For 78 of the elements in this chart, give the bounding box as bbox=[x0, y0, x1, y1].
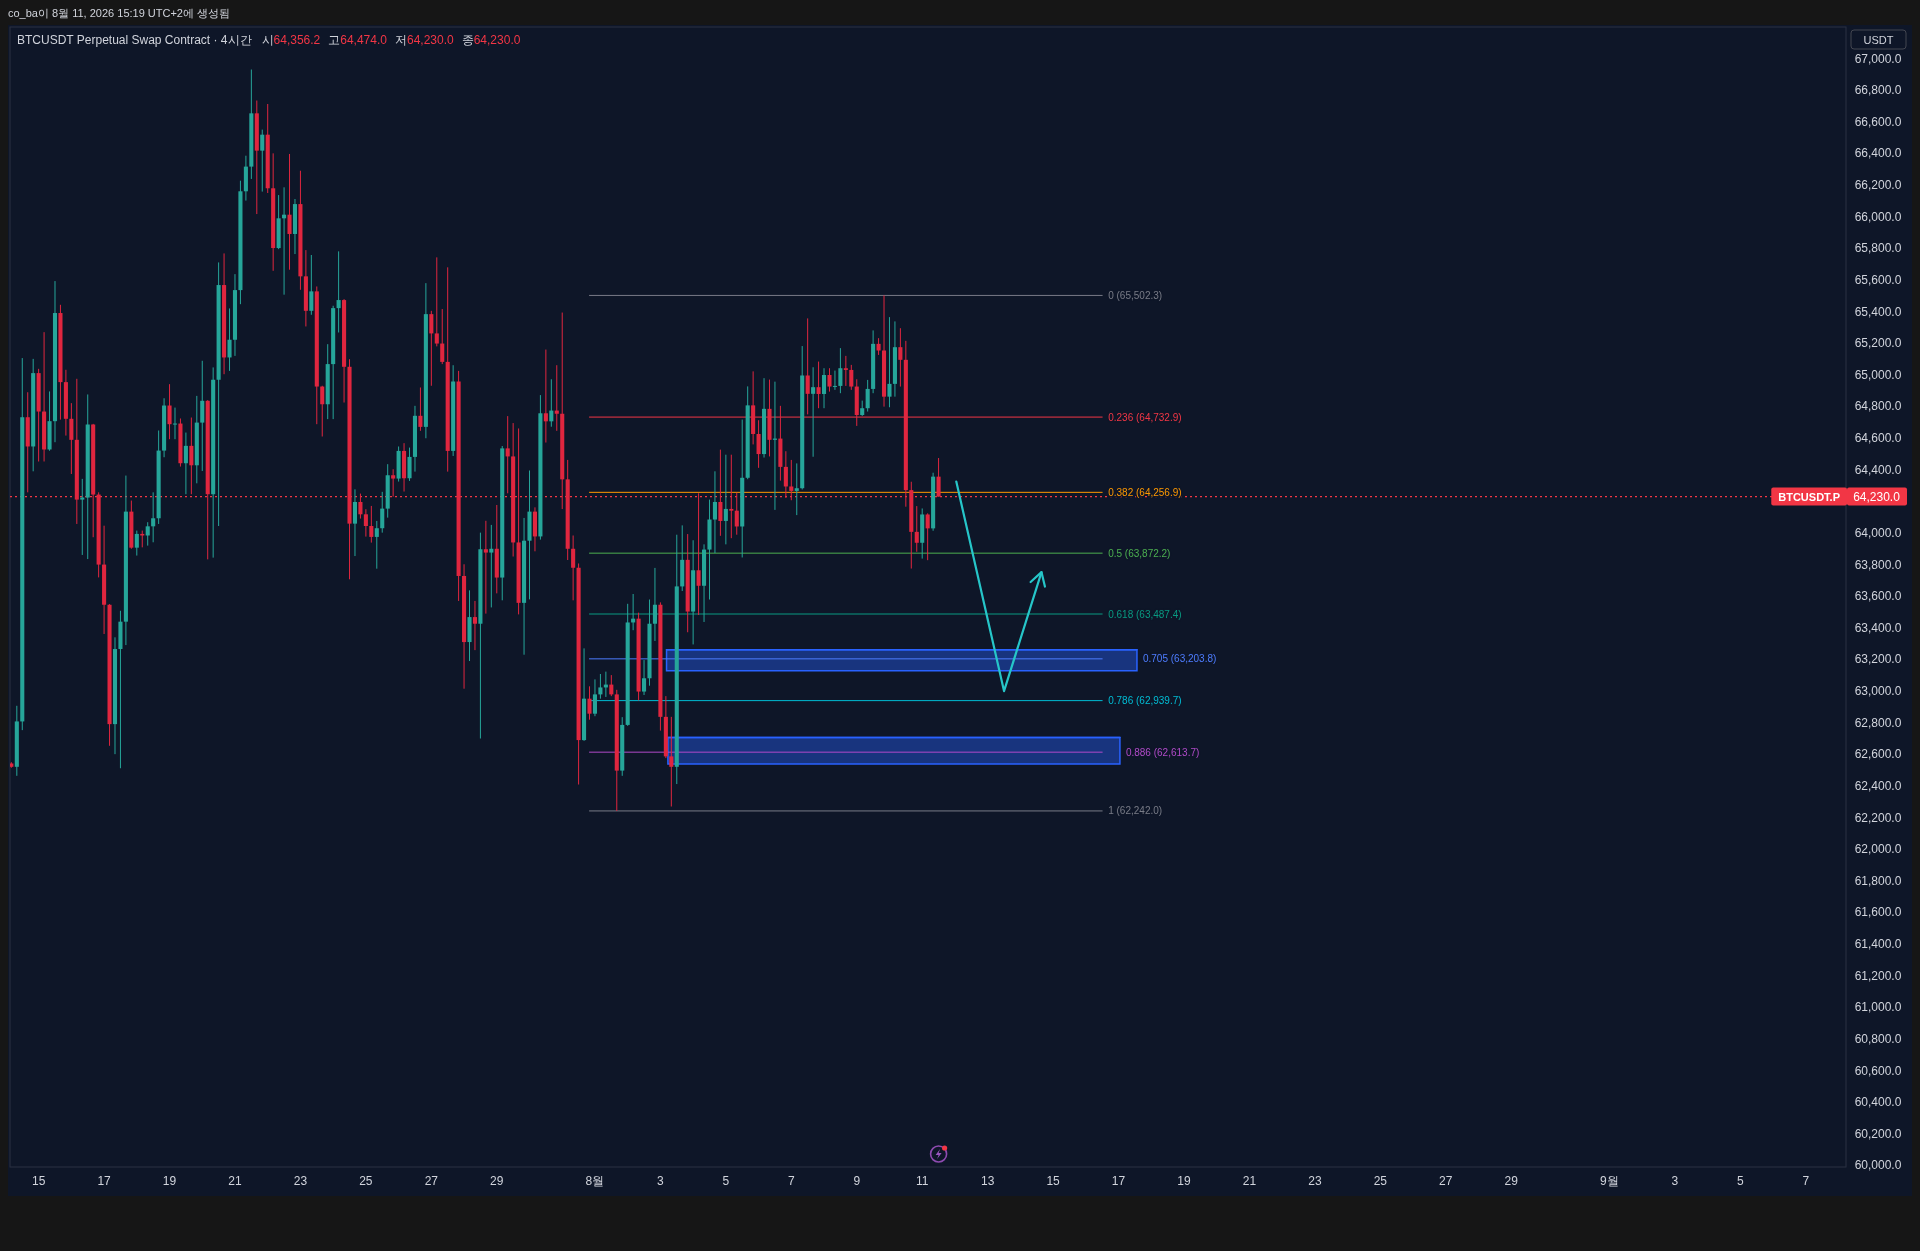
y-tick: 63,200.0 bbox=[1854, 652, 1902, 667]
y-tick: 62,800.0 bbox=[1854, 715, 1902, 730]
y-axis-title: USDT bbox=[1863, 33, 1894, 46]
y-tick: 61,600.0 bbox=[1854, 905, 1902, 920]
x-tick: 9 bbox=[853, 1174, 861, 1188]
x-tick: 5 bbox=[722, 1174, 730, 1188]
ref-line-label: BTCUSDT.P bbox=[1778, 490, 1840, 503]
y-tick: 65,600.0 bbox=[1854, 273, 1902, 287]
x-tick: 25 bbox=[359, 1174, 373, 1188]
x-tick: 27 bbox=[424, 1174, 438, 1188]
x-tick: 23 bbox=[1308, 1174, 1322, 1188]
y-tick: 65,000.0 bbox=[1854, 367, 1902, 382]
y-tick: 62,600.0 bbox=[1854, 747, 1902, 762]
x-tick: 21 bbox=[1242, 1174, 1257, 1188]
y-tick: 64,000.0 bbox=[1854, 525, 1902, 540]
y-tick: 61,800.0 bbox=[1854, 873, 1902, 888]
y-tick: 62,200.0 bbox=[1854, 810, 1902, 825]
line-label: 0.618 (63,487.4) bbox=[1108, 608, 1182, 620]
x-tick: 21 bbox=[228, 1174, 242, 1188]
y-tick: 61,400.0 bbox=[1854, 937, 1902, 952]
y-tick: 65,800.0 bbox=[1854, 241, 1902, 256]
x-tick: 29 bbox=[1504, 1174, 1518, 1188]
y-tick-label: 64,230.0 bbox=[1853, 489, 1901, 504]
line-label: 0.5 (63,872.2) bbox=[1108, 547, 1171, 559]
x-tick: 13 bbox=[980, 1174, 995, 1188]
y-tick: 66,800.0 bbox=[1854, 83, 1902, 98]
x-tick: 7 bbox=[1802, 1174, 1810, 1188]
line-label: 0.705 (63,203.8) bbox=[1142, 653, 1217, 665]
x-tick: 17 bbox=[1111, 1174, 1126, 1188]
x-tick: 3 bbox=[657, 1174, 664, 1188]
y-tick: 66,200.0 bbox=[1854, 178, 1902, 193]
y-tick: 60,400.0 bbox=[1854, 1095, 1902, 1110]
y-tick: 66,600.0 bbox=[1854, 114, 1902, 129]
x-tick: 15 bbox=[1046, 1174, 1060, 1188]
line-label: 1 (62,242.0) bbox=[1108, 805, 1163, 817]
y-tick: 63,600.0 bbox=[1854, 589, 1902, 604]
x-tick: 8월 bbox=[585, 1174, 605, 1188]
y-tick: 66,400.0 bbox=[1854, 146, 1902, 161]
y-tick: 64,800.0 bbox=[1854, 399, 1902, 414]
line-label: 0 (65,502.3) bbox=[1108, 289, 1163, 301]
x-tick: 15 bbox=[31, 1174, 46, 1188]
y-tick: 61,200.0 bbox=[1854, 968, 1902, 983]
x-tick: 19 bbox=[1177, 1174, 1191, 1188]
y-tick: 63,800.0 bbox=[1854, 557, 1902, 572]
y-tick: 60,000.0 bbox=[1854, 1158, 1902, 1173]
y-tick: 60,200.0 bbox=[1854, 1126, 1902, 1141]
x-tick: 5 bbox=[1737, 1174, 1744, 1188]
x-tick: 9월 bbox=[1600, 1174, 1619, 1188]
y-tick: 60,800.0 bbox=[1854, 1031, 1902, 1046]
subtitle: 시64,356.2 고64,474.0 저64,230.0 종64,230.0 bbox=[261, 33, 521, 47]
x-tick: 29 bbox=[490, 1174, 504, 1188]
y-tick: 62,000.0 bbox=[1854, 842, 1902, 857]
x-tick: 7 bbox=[787, 1174, 795, 1188]
y-tick: 63,400.0 bbox=[1854, 620, 1902, 635]
annotation: co_ba이 8월 11, 2026 15:19 UTC+2에 생성됨 bbox=[8, 7, 231, 19]
x-tick: 25 bbox=[1373, 1174, 1388, 1188]
line-label: 0.886 (62,613.7) bbox=[1125, 746, 1200, 758]
x-tick: 19 bbox=[162, 1174, 177, 1188]
y-tick: 62,400.0 bbox=[1854, 778, 1902, 793]
y-tick: 65,400.0 bbox=[1854, 304, 1902, 319]
line-label: 0.786 (62,939.7) bbox=[1108, 695, 1182, 707]
title: BTCUSDT Perpetual Swap Contract · 4시간 bbox=[17, 33, 252, 47]
y-tick: 64,400.0 bbox=[1854, 462, 1902, 477]
x-tick: 17 bbox=[97, 1174, 111, 1188]
y-tick: 67,000.0 bbox=[1854, 51, 1902, 66]
x-tick: 27 bbox=[1439, 1174, 1453, 1188]
y-tick: 64,600.0 bbox=[1854, 431, 1902, 446]
y-tick: 60,600.0 bbox=[1854, 1063, 1902, 1078]
y-tick: 66,000.0 bbox=[1854, 209, 1902, 224]
y-tick: 65,200.0 bbox=[1854, 336, 1902, 351]
x-tick: 11 bbox=[915, 1174, 929, 1188]
line-label: 0.236 (64,732.9) bbox=[1108, 411, 1182, 423]
x-tick: 3 bbox=[1671, 1174, 1679, 1188]
x-tick: 23 bbox=[293, 1174, 308, 1188]
y-tick: 63,000.0 bbox=[1854, 684, 1902, 699]
y-tick: 61,000.0 bbox=[1854, 1000, 1902, 1015]
ylabel: USDT bbox=[1850, 29, 1907, 50]
line-label: 0.382 (64,256.9) bbox=[1108, 486, 1182, 498]
